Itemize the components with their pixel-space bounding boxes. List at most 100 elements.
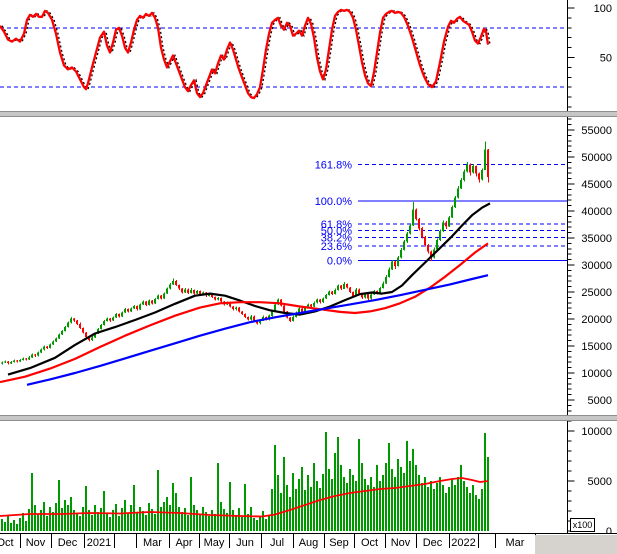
candle-body [52, 341, 54, 345]
candle-body [253, 316, 255, 321]
month-label: 2022 [451, 537, 476, 549]
candle-body [382, 283, 384, 289]
candle-body [229, 302, 231, 307]
month-separator [495, 534, 496, 548]
candle-body [55, 338, 57, 342]
volume-bar [64, 500, 66, 531]
volume-bar [235, 515, 237, 531]
month-label: Mar [143, 537, 162, 549]
volume-bar [445, 493, 447, 531]
candle-body [283, 305, 285, 312]
candle-body [475, 166, 477, 174]
volume-bar [328, 469, 330, 531]
candle-body [271, 310, 273, 316]
candle-body [121, 312, 123, 317]
volume-bar [100, 508, 102, 531]
candle-body [442, 222, 444, 231]
volume-bar [379, 481, 381, 531]
month-separator [229, 534, 230, 548]
candle-body [25, 358, 27, 360]
volume-bar [148, 503, 150, 531]
volume-bar [79, 516, 81, 531]
candle-body [175, 281, 177, 285]
volume-bar [46, 516, 48, 531]
candle-body [406, 233, 408, 242]
volume-bar [49, 507, 51, 531]
volume-bar [247, 514, 249, 531]
volume-bar [424, 477, 426, 531]
month-label: May [203, 537, 225, 549]
volume-bar [397, 459, 399, 531]
volume-bar [478, 499, 480, 531]
volume-bar [418, 475, 420, 531]
volume-bar [82, 507, 84, 531]
candle-body [190, 289, 192, 293]
candle-body [73, 318, 75, 321]
candle-body [70, 318, 72, 323]
candle-body [157, 295, 159, 299]
volume-bar [52, 512, 54, 531]
candle-body [424, 236, 426, 245]
volume-bar [160, 507, 162, 531]
volume-bar [289, 497, 291, 531]
price-panel[interactable]: 161.8% 100.0% 61.8%50.0%38.2%23.6% 0.0% 5000… [0, 117, 617, 415]
stochastic-panel[interactable]: 50 100 [0, 0, 617, 111]
volume-bar [400, 467, 402, 531]
panel-separator[interactable] [0, 111, 617, 117]
volume-bar [133, 485, 135, 531]
volume-bar [115, 504, 117, 531]
volume-bar [361, 463, 363, 531]
y-axis-tick-label: 40000 [581, 206, 612, 218]
y-axis-tick-label: 5000 [588, 395, 612, 407]
volume-bar [319, 488, 321, 531]
volume-bar [76, 513, 78, 531]
volume-bar [364, 479, 366, 531]
volume-bar [298, 479, 300, 531]
candle-body [16, 360, 18, 362]
volume-bar [151, 509, 153, 531]
month-separator [416, 534, 417, 548]
volume-bar [466, 487, 468, 531]
volume-bar [322, 474, 324, 531]
candle-body [427, 245, 429, 252]
candle-body [334, 289, 336, 295]
volume-bar [340, 465, 342, 531]
month-label: Jun [236, 537, 254, 549]
volume-panel[interactable]: 0 5000 10000 x100 [0, 421, 617, 536]
y-axis-tick-label: 0 [606, 526, 612, 536]
candle-body [454, 197, 456, 208]
volume-bar [139, 507, 141, 531]
volume-bar [460, 465, 462, 531]
candle-body [34, 354, 36, 356]
candle-body [466, 164, 468, 172]
y-axis-tick-label: 10000 [581, 426, 612, 438]
candle-body [139, 304, 141, 310]
volume-bar [37, 514, 39, 531]
volume-bar [106, 514, 108, 531]
volume-bar [97, 512, 99, 531]
candle-body [388, 269, 390, 277]
volume-bar [55, 503, 57, 531]
volume-unit-box [570, 518, 595, 532]
y-axis-tick-label: 10000 [581, 368, 612, 380]
y-axis-tick-label: 100 [594, 3, 612, 15]
volume-bar [103, 491, 105, 531]
volume-bar [352, 475, 354, 531]
candle-body [307, 304, 309, 308]
candle-body [346, 283, 348, 288]
month-label: Mar [505, 537, 525, 549]
candle-body [61, 330, 63, 335]
y-axis-tick-label: 30000 [581, 260, 612, 272]
panel-separator[interactable] [0, 415, 617, 421]
month-label: 2021 [86, 537, 112, 549]
fib-level-label: 38.2% [321, 232, 352, 244]
candle-body [352, 292, 354, 296]
month-label: Jul [269, 537, 285, 549]
candle-body [304, 307, 306, 312]
volume-bar [310, 487, 312, 531]
month-label: Oct [0, 537, 14, 549]
candle-body [109, 318, 111, 321]
month-label: Sep [329, 537, 349, 549]
volume-bar [373, 487, 375, 531]
